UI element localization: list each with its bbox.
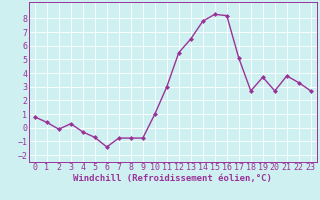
X-axis label: Windchill (Refroidissement éolien,°C): Windchill (Refroidissement éolien,°C) (73, 174, 272, 183)
